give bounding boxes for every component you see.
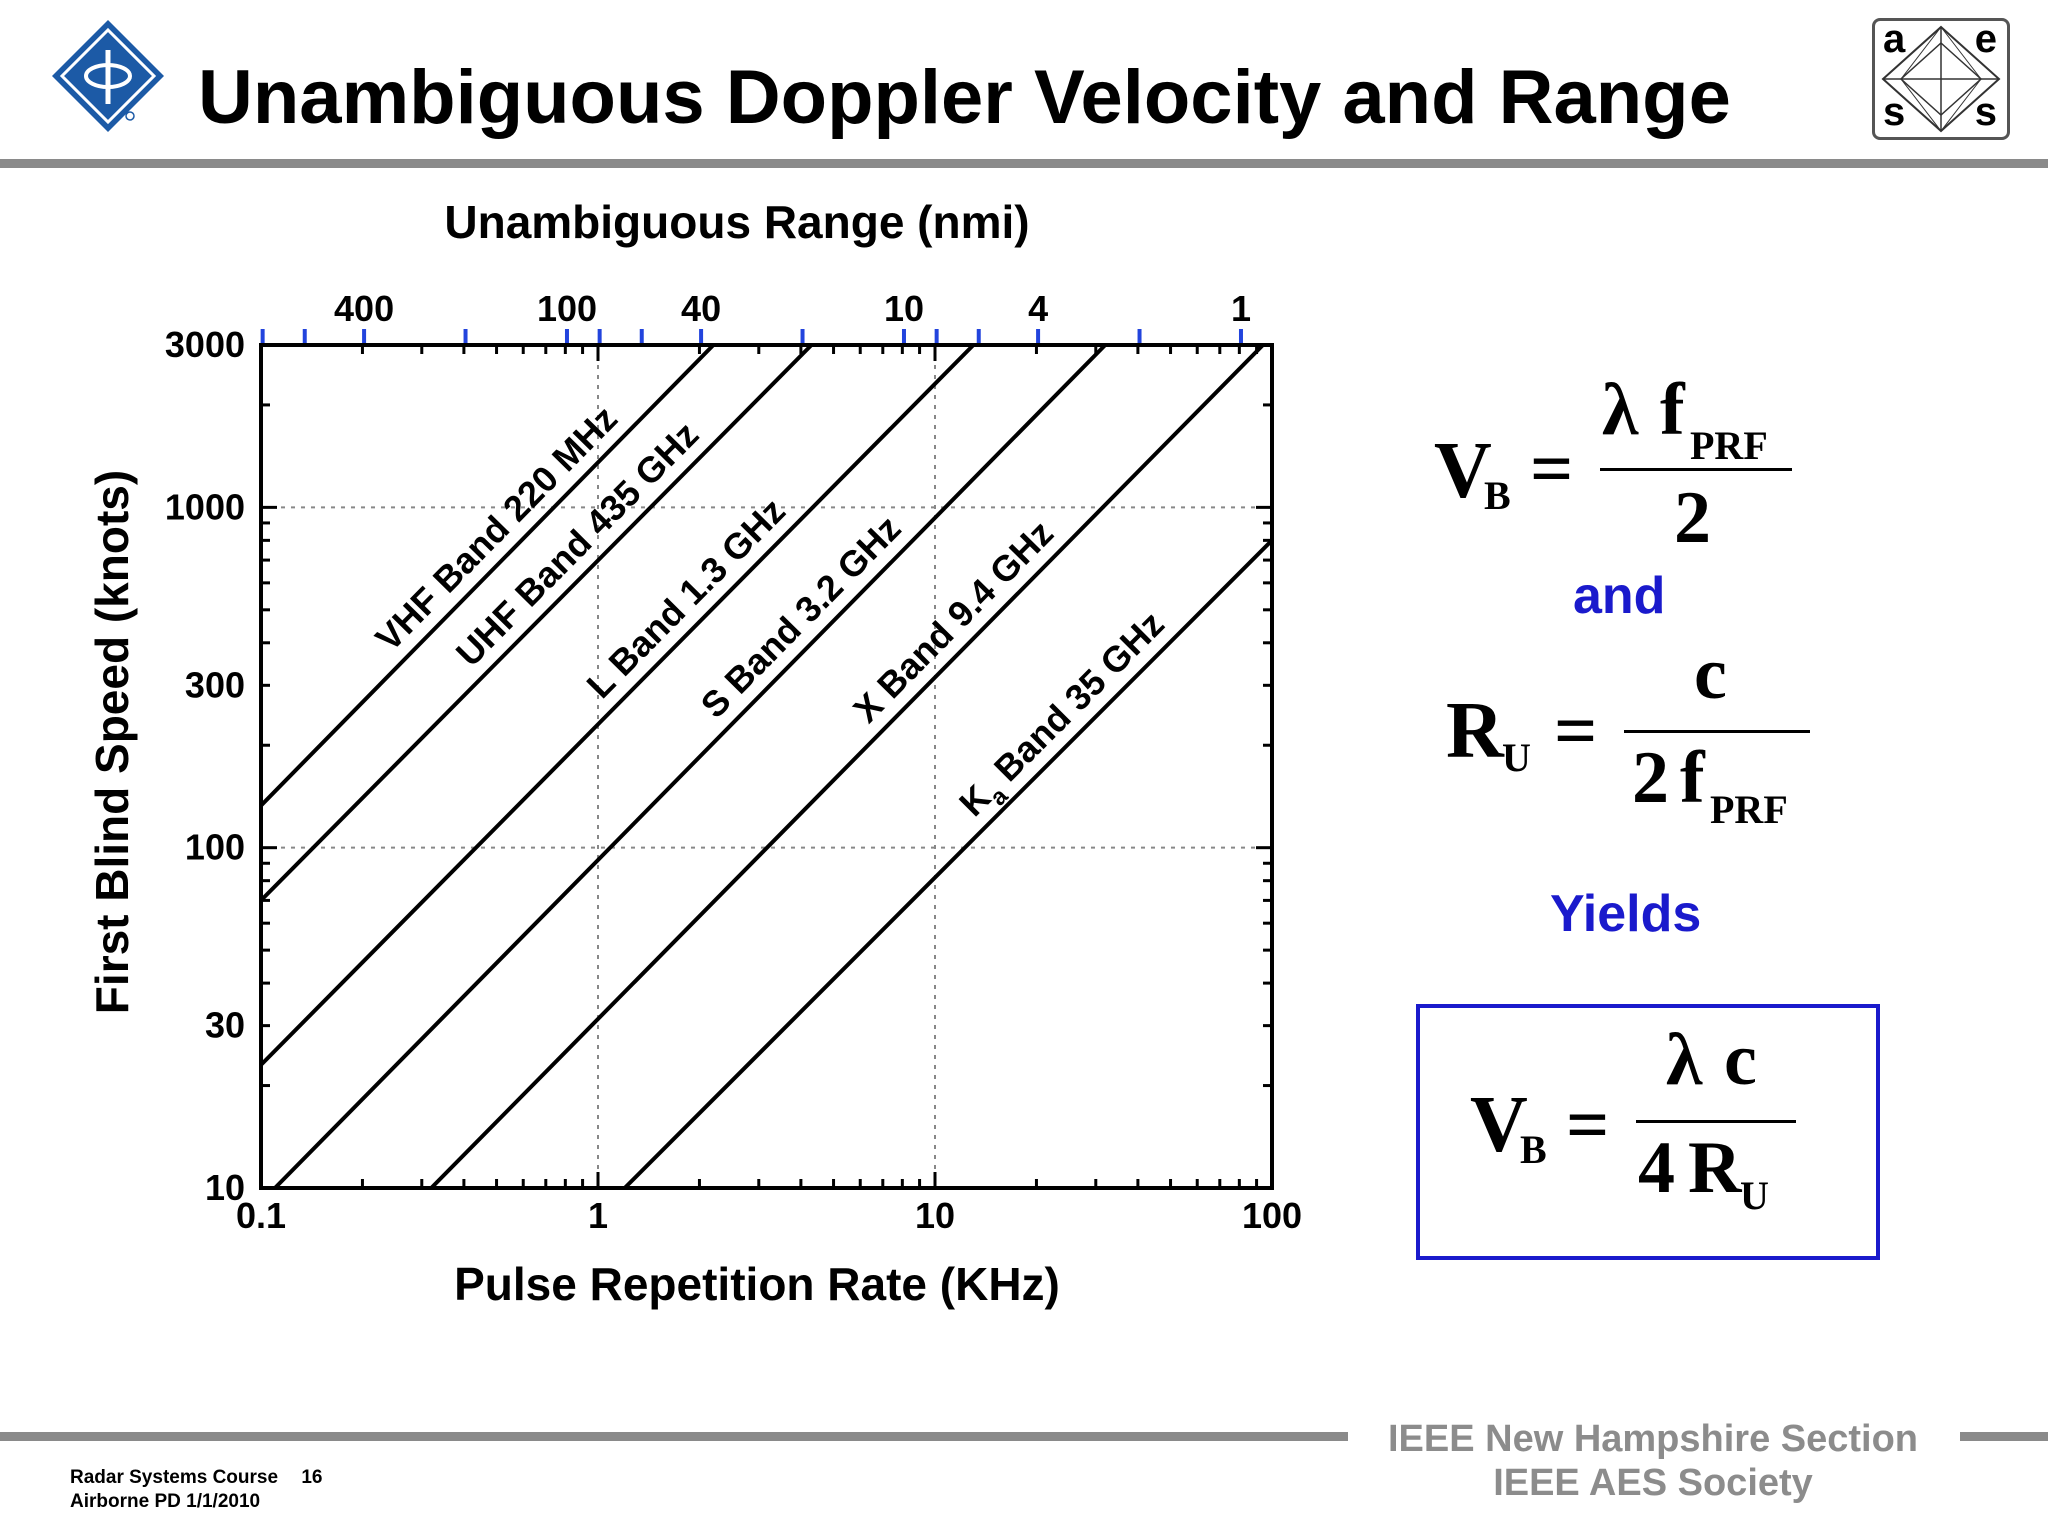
equation-vb-prf: V B = λ f PRF 2 — [1430, 369, 1810, 572]
four: 4 — [1638, 1127, 1675, 1209]
series-line-2 — [259, 343, 975, 1067]
series-line-3 — [273, 343, 1107, 1190]
top-tick-label: 400 — [334, 288, 394, 329]
f-symbol: f — [1660, 369, 1685, 451]
header-rule — [0, 159, 2048, 168]
denominator-two: 2 — [1674, 477, 1711, 559]
ru-subscript: U — [1502, 735, 1531, 780]
ru-symbol: R — [1446, 687, 1504, 775]
aess-letter-s-left: s — [1883, 90, 1906, 134]
series-label-main: K — [951, 777, 998, 824]
x-tick-label: 10 — [915, 1195, 955, 1236]
footer-page: 16 — [301, 1467, 323, 1488]
ru-subscript-2: U — [1740, 1173, 1769, 1218]
series-label-5: Ka Band 35 GHz — [951, 603, 1178, 830]
top-axis-title: Unambiguous Range (nmi) — [444, 196, 1029, 248]
series-line-0 — [259, 343, 715, 807]
footer-course-info: Radar Systems Course 16 Airborne PD 1/1/… — [70, 1466, 322, 1514]
x-tick-label: 0.1 — [236, 1195, 286, 1236]
lambda-symbol-2: λ — [1666, 1019, 1703, 1101]
equation-ru: R U = c 2 f PRF — [1440, 633, 1820, 840]
y-tick-label: 1000 — [165, 486, 245, 527]
fraction-bar — [1600, 468, 1792, 471]
y-axis-title: First Blind Speed (knots) — [86, 470, 138, 1014]
lambda-symbol: λ — [1602, 369, 1639, 451]
fraction-bar-3 — [1636, 1120, 1796, 1123]
aess-letter-s-right: s — [1974, 90, 1997, 134]
x-tick-label: 1 — [588, 1195, 608, 1236]
footer-course: Radar Systems Course — [70, 1467, 279, 1488]
x-tick-label: 100 — [1242, 1195, 1302, 1236]
c-symbol-2: c — [1724, 1019, 1757, 1101]
fraction-bar-2 — [1624, 730, 1810, 733]
footer-subject: Airborne PD 1/1/2010 — [70, 1491, 261, 1512]
top-tick-label: 10 — [884, 288, 924, 329]
vb-symbol: V — [1434, 427, 1492, 515]
result-box: V B = λ c 4 R U — [1416, 1004, 1880, 1260]
footer-society: IEEE AES Society — [1493, 1462, 1813, 1504]
denominator-two-2: 2 — [1632, 737, 1669, 819]
series-label-tail: Band 35 GHz — [979, 603, 1172, 796]
and-word: and — [1573, 567, 1666, 625]
ru-symbol-2: R — [1688, 1127, 1742, 1209]
y-tick-label: 10 — [205, 1167, 245, 1208]
series-line-1 — [259, 343, 813, 902]
series-line-4 — [429, 343, 1265, 1190]
ieee-logo — [52, 20, 164, 132]
aess-logo: a e s s — [1872, 17, 2010, 140]
footer-rule-left — [0, 1432, 1348, 1441]
top-tick-label: 100 — [537, 288, 597, 329]
vb-subscript: B — [1484, 473, 1511, 518]
y-tick-label: 3000 — [165, 324, 245, 365]
top-tick-label: 1 — [1231, 288, 1251, 329]
aess-letter-e: e — [1974, 17, 1997, 61]
y-tick-label: 30 — [205, 1005, 245, 1046]
series-line-5 — [623, 538, 1274, 1190]
plot-frame — [259, 343, 1274, 1190]
x-axis-title: Pulse Repetition Rate (KHz) — [454, 1258, 1060, 1310]
slide-title: Unambiguous Doppler Velocity and Range — [198, 55, 1731, 140]
vb-subscript-2: B — [1520, 1127, 1547, 1172]
equals-sign-2: = — [1554, 689, 1598, 773]
aess-letter-a: a — [1883, 17, 1906, 61]
prf-subscript: PRF — [1690, 423, 1768, 468]
top-tick-label: 40 — [681, 288, 721, 329]
top-tick-label: 4 — [1028, 288, 1048, 329]
f-symbol-2: f — [1680, 737, 1705, 819]
footer-rule-right — [1960, 1432, 2048, 1441]
y-tick-label: 100 — [185, 827, 245, 868]
c-symbol: c — [1694, 633, 1727, 715]
prf-subscript-2: PRF — [1710, 787, 1788, 832]
yields-word: Yields — [1550, 885, 1702, 943]
footer-section: IEEE New Hampshire Section — [1387, 1418, 1919, 1460]
equals-sign: = — [1530, 427, 1574, 511]
y-tick-label: 300 — [185, 664, 245, 705]
equals-sign-3: = — [1566, 1083, 1610, 1167]
vb-symbol-2: V — [1470, 1081, 1528, 1169]
